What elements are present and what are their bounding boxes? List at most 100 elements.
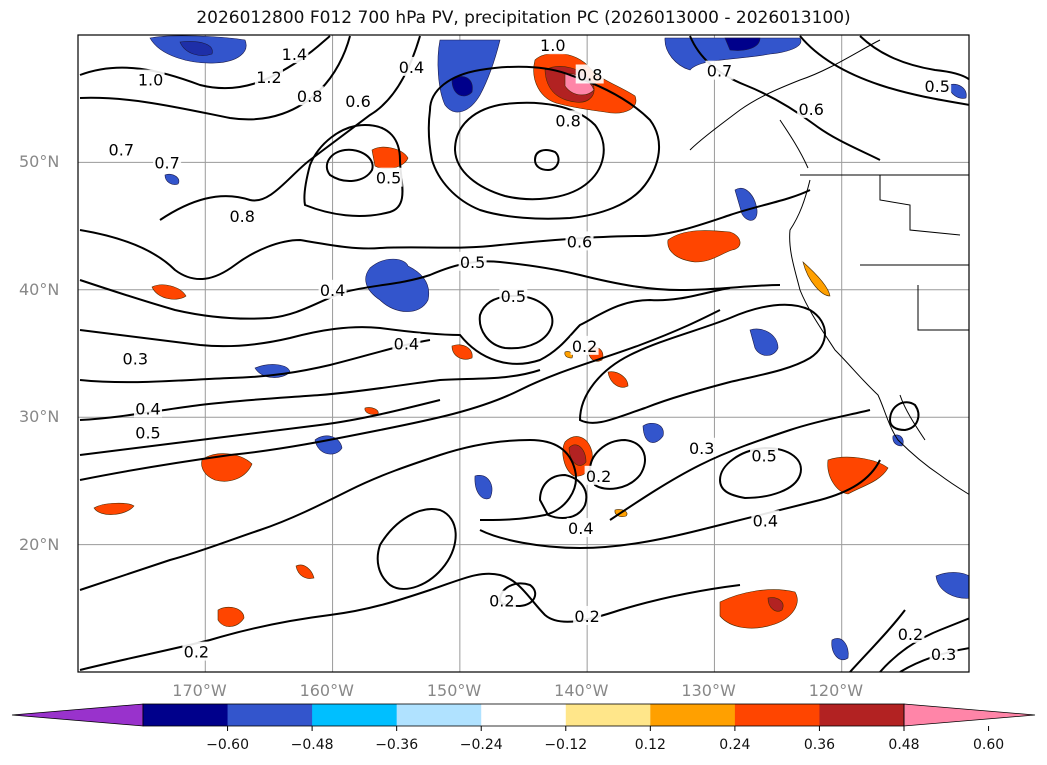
contour-label-bg bbox=[687, 437, 716, 457]
contour-label-bg bbox=[280, 44, 309, 64]
contour-label: 1.0 bbox=[138, 71, 163, 90]
contour-label: 0.4 bbox=[320, 281, 345, 300]
contour-label: 0.7 bbox=[109, 141, 134, 160]
latitude-tick-label: 30°N bbox=[19, 407, 60, 427]
contour-label: 0.5 bbox=[501, 287, 526, 306]
latitude-tick-label: 20°N bbox=[19, 534, 60, 554]
contour-label: 0.7 bbox=[707, 62, 732, 81]
contour-label: 0.8 bbox=[229, 207, 254, 226]
contour-label-bg bbox=[254, 67, 283, 87]
contour-label-bg bbox=[153, 152, 182, 172]
contour-label: 1.2 bbox=[256, 68, 281, 87]
contour-label-bg bbox=[750, 445, 779, 465]
latitude-tick-label: 40°N bbox=[19, 279, 60, 299]
contour-label-bg bbox=[575, 64, 604, 84]
colorbar-segment bbox=[396, 704, 482, 726]
contour-label: 0.2 bbox=[898, 625, 923, 644]
map-title: 2026012800 F012 700 hPa PV, precipitatio… bbox=[196, 8, 851, 28]
colorbar-frame bbox=[142, 703, 905, 727]
contour-label: 1.4 bbox=[282, 45, 307, 64]
longitude-tick-label: 160°W bbox=[299, 681, 354, 700]
contour-label: 0.4 bbox=[399, 58, 424, 77]
coastlines bbox=[689, 39, 969, 495]
contour-label-bg bbox=[136, 69, 165, 89]
contour-label-bg bbox=[923, 75, 952, 95]
contour-label: 0.2 bbox=[572, 337, 597, 356]
contour-label: 0.8 bbox=[297, 87, 322, 106]
contour-label-bg bbox=[392, 333, 421, 353]
contour-label: 0.5 bbox=[460, 253, 485, 272]
contour-label-bg bbox=[458, 251, 487, 271]
colorbar-tick-label: 0.36 bbox=[803, 737, 836, 753]
colorbar-extend-high bbox=[903, 703, 1036, 727]
colorbar-tick-label: 0.12 bbox=[634, 737, 666, 753]
contour-label-bg bbox=[565, 231, 594, 251]
contour-label-bg bbox=[499, 286, 528, 306]
negative-precip-areas bbox=[149, 35, 969, 660]
colorbar-segment bbox=[481, 704, 567, 726]
colorbar-tick-label: 0.48 bbox=[888, 737, 920, 753]
contour-label-bg bbox=[134, 398, 163, 418]
contour-label: 0.4 bbox=[753, 511, 778, 530]
contour-label-bg bbox=[570, 335, 599, 355]
map-frame bbox=[77, 34, 970, 673]
contour-label: 0.7 bbox=[154, 153, 179, 172]
contour-label-bg bbox=[397, 56, 426, 76]
contour-label: 0.4 bbox=[394, 334, 419, 353]
map-plot: 1.0 1.21.4 0.8 0.6 0.4 1.0 0.8 0.8 0.7 0.6 0.5 0.7 0… bbox=[77, 34, 970, 673]
contour-label: 0.5 bbox=[376, 169, 401, 188]
contour-label-bg bbox=[896, 623, 925, 643]
colorbar-segment bbox=[565, 704, 651, 726]
colorbar-segment bbox=[143, 704, 229, 726]
contour-label-bg bbox=[566, 518, 595, 538]
longitude-tick-label: 130°W bbox=[681, 681, 736, 700]
colorbar-segment bbox=[312, 704, 398, 726]
contour-label-bg bbox=[751, 510, 780, 530]
contour-label-bg bbox=[573, 605, 602, 625]
longitude-tick-label: 150°W bbox=[426, 681, 482, 700]
contour-label-bg bbox=[344, 91, 373, 111]
colorbar-segment bbox=[734, 704, 820, 726]
longitude-tick-label: 170°W bbox=[172, 681, 227, 700]
contour-label-bg bbox=[182, 641, 211, 661]
colorbar-segment bbox=[650, 704, 736, 726]
colorbar-segment bbox=[819, 704, 905, 726]
colorbar-tick-label: −0.24 bbox=[459, 737, 503, 753]
colorbar-segment bbox=[227, 704, 313, 726]
contour-label: 0.8 bbox=[555, 111, 580, 130]
colorbar-tick-label: 0.24 bbox=[719, 737, 751, 753]
contour-label-bg bbox=[584, 465, 613, 485]
contour-label-bg bbox=[705, 60, 734, 80]
longitude-tick-label: 140°W bbox=[554, 681, 609, 700]
contour-label: 0.2 bbox=[489, 592, 514, 611]
latitude-tick-label: 50°N bbox=[19, 152, 60, 172]
contour-labels: 1.0 1.21.4 0.8 0.6 0.4 1.0 0.8 0.8 0.7 0.6 0.5 0.7 0… bbox=[107, 35, 958, 664]
colorbar-tick-label: −0.36 bbox=[375, 737, 419, 753]
contour-label: 0.2 bbox=[574, 607, 599, 626]
contour-label-bg bbox=[374, 167, 403, 187]
contour-label: 0.5 bbox=[924, 77, 949, 96]
colorbar-tick-label: −0.48 bbox=[290, 737, 334, 753]
contour-label: 0.6 bbox=[798, 100, 823, 119]
pv-contours bbox=[79, 35, 969, 672]
longitude-tick-label: 120°W bbox=[808, 681, 864, 700]
colorbar-tick-label: −0.60 bbox=[206, 737, 249, 753]
contour-label: 0.5 bbox=[135, 423, 160, 442]
colorbar-tick-label: 0.60 bbox=[972, 737, 1005, 753]
contour-label: 0.6 bbox=[345, 92, 370, 111]
contour-label: 0.2 bbox=[184, 643, 209, 662]
contour-label-bg bbox=[929, 644, 958, 664]
contour-label-bg bbox=[228, 205, 257, 225]
contour-label: 1.0 bbox=[540, 36, 565, 55]
contour-label-bg bbox=[554, 110, 583, 130]
contour-label-bg bbox=[538, 35, 567, 55]
contour-label: 0.5 bbox=[751, 446, 776, 465]
contour-label: 0.3 bbox=[931, 645, 956, 664]
contour-label: 0.3 bbox=[689, 439, 714, 458]
contour-label-bg bbox=[134, 422, 163, 442]
contour-label: 0.4 bbox=[568, 519, 593, 538]
contour-label-bg bbox=[295, 86, 324, 106]
colorbar-extend-low bbox=[11, 703, 144, 727]
contour-label: 0.3 bbox=[123, 350, 148, 369]
contour-label-bg bbox=[121, 348, 150, 368]
